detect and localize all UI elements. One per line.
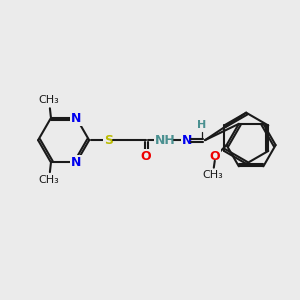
- Text: N: N: [182, 134, 193, 147]
- Text: O: O: [209, 150, 220, 164]
- Text: CH₃: CH₃: [38, 95, 59, 105]
- Text: CH₃: CH₃: [38, 175, 59, 185]
- Text: H: H: [197, 120, 207, 130]
- Text: N: N: [71, 156, 82, 169]
- Text: O: O: [141, 150, 152, 164]
- Text: N: N: [71, 112, 82, 124]
- Text: S: S: [104, 134, 113, 147]
- Text: CH₃: CH₃: [202, 169, 223, 180]
- Text: NH: NH: [155, 134, 176, 147]
